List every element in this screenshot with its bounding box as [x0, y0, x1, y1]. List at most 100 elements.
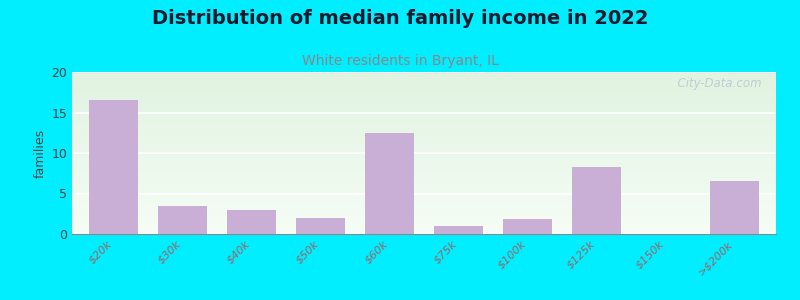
Bar — [72, 161, 776, 162]
Bar — [72, 88, 776, 89]
Bar — [72, 106, 776, 107]
Bar — [72, 216, 776, 217]
Bar — [72, 181, 776, 182]
Bar — [72, 104, 776, 105]
Bar — [72, 125, 776, 126]
Bar — [72, 209, 776, 210]
Bar — [72, 208, 776, 209]
Bar — [72, 200, 776, 201]
Bar — [72, 179, 776, 180]
Bar — [72, 141, 776, 142]
Bar — [72, 174, 776, 175]
Bar — [72, 82, 776, 83]
Bar — [72, 184, 776, 185]
Bar — [72, 190, 776, 191]
Bar — [227, 210, 276, 234]
Bar — [72, 231, 776, 232]
Bar — [72, 217, 776, 218]
Bar — [72, 165, 776, 166]
Bar — [72, 193, 776, 194]
Bar — [72, 152, 776, 153]
Bar — [72, 101, 776, 102]
Bar — [72, 201, 776, 202]
Bar — [72, 230, 776, 231]
Bar — [72, 188, 776, 189]
Bar — [72, 82, 776, 83]
Bar — [72, 212, 776, 213]
Bar — [72, 154, 776, 155]
Bar — [72, 168, 776, 169]
Bar — [72, 78, 776, 79]
Bar — [72, 135, 776, 136]
Bar — [72, 96, 776, 97]
Bar — [72, 180, 776, 181]
Bar — [72, 132, 776, 133]
Text: White residents in Bryant, IL: White residents in Bryant, IL — [302, 54, 498, 68]
Bar — [72, 227, 776, 228]
Bar — [72, 114, 776, 115]
Bar — [710, 181, 758, 234]
Bar — [72, 129, 776, 130]
Bar — [72, 155, 776, 156]
Bar — [72, 146, 776, 147]
Bar — [72, 172, 776, 173]
Bar — [72, 142, 776, 143]
Bar — [72, 144, 776, 145]
Bar — [72, 119, 776, 120]
Bar — [72, 162, 776, 163]
Bar — [72, 194, 776, 195]
Bar — [72, 202, 776, 203]
Bar — [90, 100, 138, 234]
Bar — [72, 137, 776, 138]
Bar — [72, 198, 776, 199]
Bar — [366, 133, 414, 234]
Bar — [72, 76, 776, 77]
Bar — [72, 187, 776, 188]
Bar — [72, 130, 776, 131]
Bar — [72, 192, 776, 193]
Bar — [72, 139, 776, 140]
Bar — [72, 92, 776, 93]
Bar — [72, 118, 776, 119]
Bar — [72, 74, 776, 75]
Bar — [72, 186, 776, 187]
Bar — [72, 112, 776, 113]
Text: City-Data.com: City-Data.com — [670, 77, 762, 90]
Bar — [72, 163, 776, 164]
Bar — [72, 75, 776, 76]
Bar — [72, 140, 776, 141]
Bar — [72, 218, 776, 219]
Bar — [72, 214, 776, 215]
Bar — [72, 150, 776, 151]
Bar — [72, 167, 776, 168]
Bar — [72, 195, 776, 196]
Bar — [72, 77, 776, 78]
Bar — [72, 222, 776, 223]
Bar — [72, 170, 776, 171]
Bar — [72, 89, 776, 90]
Bar — [72, 107, 776, 108]
Bar — [72, 116, 776, 117]
Bar — [72, 72, 776, 73]
Bar — [72, 191, 776, 192]
Bar — [503, 219, 552, 234]
Bar — [296, 218, 345, 234]
Bar — [72, 224, 776, 225]
Bar — [72, 221, 776, 222]
Bar — [72, 147, 776, 148]
Bar — [72, 189, 776, 190]
Bar — [72, 156, 776, 157]
Bar — [72, 176, 776, 177]
Bar — [72, 199, 776, 200]
Y-axis label: families: families — [34, 128, 47, 178]
Bar — [72, 203, 776, 204]
Bar — [72, 206, 776, 207]
Bar — [72, 207, 776, 208]
Bar — [72, 108, 776, 109]
Bar — [72, 143, 776, 144]
Bar — [72, 204, 776, 205]
Bar — [72, 229, 776, 230]
Bar — [72, 232, 776, 233]
Bar — [72, 121, 776, 122]
Bar — [72, 210, 776, 211]
